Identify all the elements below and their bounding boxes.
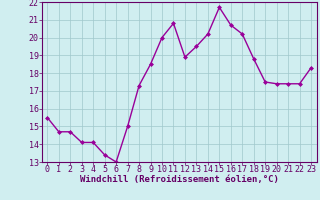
X-axis label: Windchill (Refroidissement éolien,°C): Windchill (Refroidissement éolien,°C) [80, 175, 279, 184]
